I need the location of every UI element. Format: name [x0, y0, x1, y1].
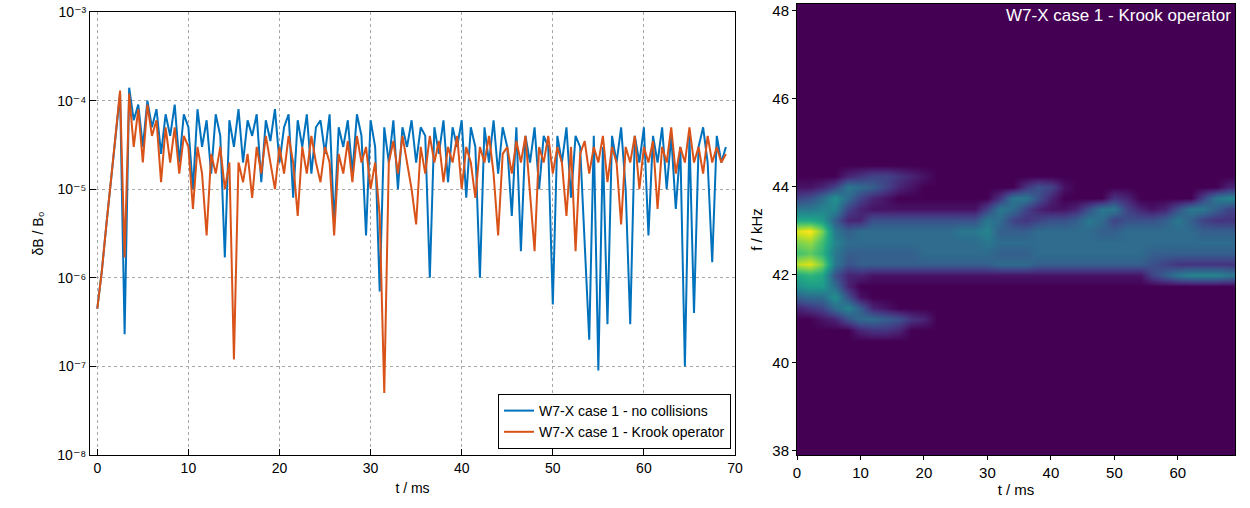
- svg-text:48: 48: [772, 2, 789, 19]
- svg-text:10⁻⁸: 10⁻⁸: [57, 447, 86, 463]
- svg-text:0: 0: [793, 464, 801, 481]
- svg-text:44: 44: [772, 178, 789, 195]
- svg-text:W7-X case 1 - Krook operator: W7-X case 1 - Krook operator: [539, 424, 725, 440]
- svg-text:50: 50: [545, 460, 561, 476]
- svg-text:30: 30: [979, 464, 996, 481]
- svg-text:10⁻³: 10⁻³: [59, 4, 87, 20]
- svg-text:10⁻⁴: 10⁻⁴: [57, 93, 86, 109]
- svg-text:40: 40: [1043, 464, 1060, 481]
- svg-text:10: 10: [181, 460, 197, 476]
- svg-text:0: 0: [93, 460, 101, 476]
- svg-text:30: 30: [363, 460, 379, 476]
- svg-text:10⁻⁵: 10⁻⁵: [57, 181, 86, 197]
- svg-text:38: 38: [772, 442, 789, 459]
- svg-text:10: 10: [852, 464, 869, 481]
- svg-text:W7-X case 1 - Krook operator: W7-X case 1 - Krook operator: [1006, 6, 1231, 25]
- svg-text:40: 40: [772, 354, 789, 371]
- svg-text:t / ms: t / ms: [395, 480, 429, 496]
- svg-text:10⁻⁷: 10⁻⁷: [58, 358, 86, 374]
- svg-text:60: 60: [636, 460, 652, 476]
- svg-text:δB / B₀: δB / B₀: [30, 211, 46, 255]
- svg-text:20: 20: [272, 460, 288, 476]
- svg-text:46: 46: [772, 90, 789, 107]
- svg-text:t / ms: t / ms: [998, 481, 1035, 498]
- svg-text:40: 40: [454, 460, 470, 476]
- svg-text:W7-X case 1 - no collisions: W7-X case 1 - no collisions: [539, 403, 708, 419]
- svg-text:70: 70: [727, 460, 743, 476]
- svg-text:60: 60: [1170, 464, 1187, 481]
- svg-text:20: 20: [916, 464, 933, 481]
- svg-text:10⁻⁶: 10⁻⁶: [57, 270, 86, 286]
- svg-text:42: 42: [772, 266, 789, 283]
- svg-text:f / kHz: f / kHz: [748, 208, 765, 251]
- svg-text:50: 50: [1106, 464, 1123, 481]
